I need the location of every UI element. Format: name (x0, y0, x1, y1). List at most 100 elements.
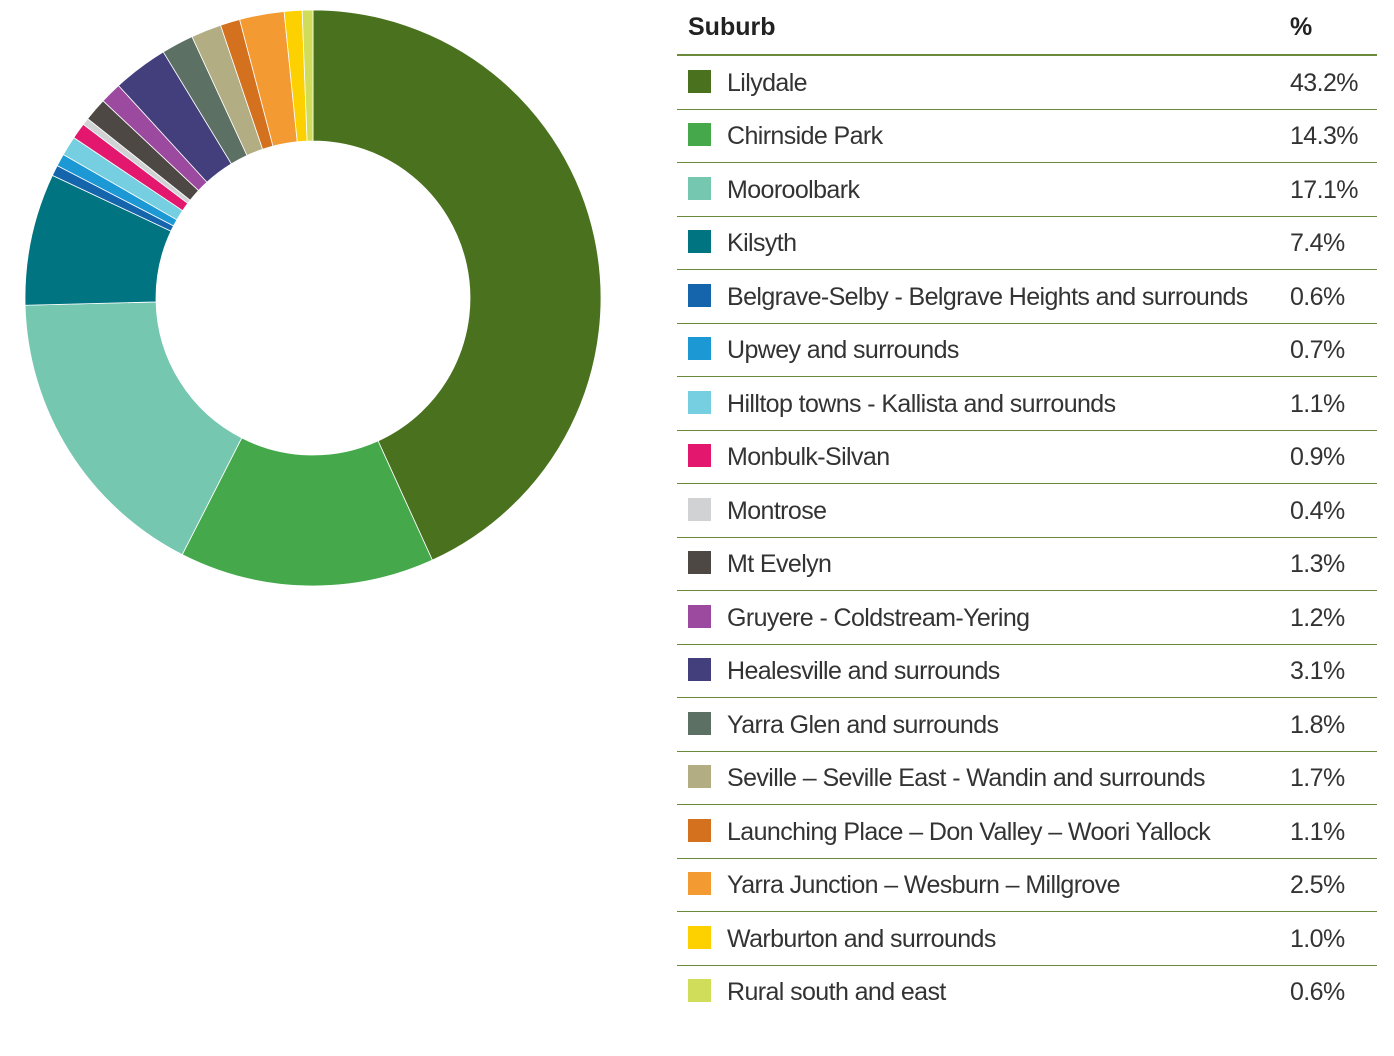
swatch-cell (677, 483, 727, 538)
value-label: 1.3% (1290, 537, 1377, 591)
swatch-cell (677, 911, 727, 966)
value-label: 17.1% (1290, 162, 1377, 217)
swatch-cell (677, 162, 727, 217)
category-label: Gruyere - Coldstream-Yering (727, 590, 1290, 645)
swatch-cell (677, 55, 727, 110)
legend-swatch (688, 176, 711, 200)
donut-slice (312, 9, 602, 561)
legend-row: Seville – Seville East - Wandin and surr… (677, 751, 1377, 805)
value-label: 1.0% (1290, 911, 1377, 966)
legend-row: Launching Place – Don Valley – Woori Yal… (677, 804, 1377, 859)
value-label: 43.2% (1290, 55, 1377, 110)
legend-row: Upwey and surrounds 0.7% (677, 323, 1377, 377)
category-label: Upwey and surrounds (727, 323, 1290, 377)
swatch-cell (677, 858, 727, 912)
legend-swatch (688, 69, 711, 93)
header-swatch (677, 0, 727, 56)
value-label: 14.3% (1290, 109, 1377, 163)
swatch-cell (677, 751, 727, 805)
donut-slice (301, 9, 314, 142)
category-label: Monbulk-Silvan (727, 430, 1290, 484)
swatch-cell (677, 430, 727, 484)
legend-row: Hilltop towns - Kallista and surrounds 1.… (677, 376, 1377, 431)
category-label: Healesville and surrounds (727, 644, 1290, 698)
category-label: Warburton and surrounds (727, 911, 1290, 966)
legend-row: Healesville and surrounds 3.1% (677, 644, 1377, 698)
legend-swatch (688, 925, 711, 949)
legend-row: Warburton and surrounds 1.0% (677, 911, 1377, 966)
legend-swatch (688, 283, 711, 307)
header-row: Suburb % (677, 0, 1377, 56)
value-label: 0.9% (1290, 430, 1377, 484)
legend-swatch (688, 230, 711, 253)
category-label: Hilltop towns - Kallista and surrounds (727, 376, 1290, 431)
header-category: Suburb (688, 0, 1290, 56)
header-text: Suburb (688, 12, 776, 41)
legend-table: Suburb % Lilydale 43.2% Chirnside Park 14.3… (677, 0, 1377, 1018)
category-label: Belgrave-Selby - Belgrave Heights and su… (727, 269, 1290, 324)
legend-row: Montrose 0.4% (677, 483, 1377, 538)
value-label: 0.6% (1290, 978, 1345, 1006)
value-label: 1.8% (1290, 697, 1377, 752)
swatch-cell (677, 537, 727, 591)
legend-row: Mooroolbark 17.1% (677, 162, 1377, 217)
swatch-cell (677, 644, 727, 698)
swatch-cell (677, 323, 727, 377)
category-label: Launching Place – Don Valley – Woori Yal… (727, 804, 1290, 859)
legend-row: Belgrave-Selby - Belgrave Heights and su… (677, 269, 1377, 324)
donut-chart (24, 9, 602, 587)
category-label: Montrose (727, 483, 1290, 538)
value-label: 0.6% (1290, 269, 1377, 324)
swatch-cell (677, 376, 727, 431)
value-label: 0.7% (1290, 323, 1377, 377)
swatch-cell (677, 804, 727, 859)
value-label: 1.1% (1290, 376, 1377, 431)
value-label: 7.4% (1290, 216, 1377, 270)
legend-swatch (688, 711, 711, 735)
legend-row: Mt Evelyn 1.3% (677, 537, 1377, 591)
legend-swatch (688, 604, 711, 628)
legend-swatch (688, 123, 711, 146)
swatch-cell (677, 697, 727, 752)
swatch-cell (677, 216, 727, 270)
legend-row: Rural south and east 0.6% (677, 965, 1377, 1018)
legend-swatch (688, 444, 711, 467)
legend-swatch (688, 337, 711, 360)
category-label: Chirnside Park (727, 109, 1290, 163)
swatch-cell (677, 965, 727, 1018)
legend-row: Lilydale 43.2% (677, 55, 1377, 110)
legend-row: Chirnside Park 14.3% (677, 109, 1377, 163)
category-label: Yarra Glen and surrounds (727, 697, 1290, 752)
donut-slice (181, 437, 433, 587)
legend-row: Kilsyth 7.4% (677, 216, 1377, 270)
legend-swatch (688, 872, 711, 895)
swatch-cell (677, 109, 727, 163)
legend-row: Yarra Glen and surrounds 1.8% (677, 697, 1377, 752)
category-label: Mooroolbark (727, 162, 1290, 217)
legend-swatch (688, 497, 711, 521)
value-label: 1.2% (1290, 590, 1377, 645)
value-label: 1.1% (1290, 804, 1377, 859)
value-label: 3.1% (1290, 644, 1377, 698)
category-label: Seville – Seville East - Wandin and surr… (727, 751, 1290, 805)
donut-slice (24, 301, 243, 556)
category-label: Rural south and east (727, 978, 946, 1006)
swatch-cell (677, 590, 727, 645)
legend-swatch (688, 818, 711, 842)
category-label: Mt Evelyn (727, 537, 1290, 591)
category-label: Yarra Junction – Wesburn – Millgrove (727, 858, 1290, 912)
value-label: 2.5% (1290, 858, 1377, 912)
legend-row: Gruyere - Coldstream-Yering 1.2% (677, 590, 1377, 645)
legend-row: Monbulk-Silvan 0.9% (677, 430, 1377, 484)
legend-swatch (688, 658, 711, 681)
category-label: Kilsyth (727, 216, 1290, 270)
legend-swatch (688, 551, 711, 574)
value-label: 0.4% (1290, 483, 1377, 538)
legend-swatch (688, 765, 711, 788)
legend-swatch (688, 979, 711, 1002)
legend-swatch (688, 390, 711, 414)
swatch-cell (677, 269, 727, 324)
category-label: Lilydale (727, 55, 1290, 110)
legend-row: Yarra Junction – Wesburn – Millgrove 2.5% (677, 858, 1377, 912)
